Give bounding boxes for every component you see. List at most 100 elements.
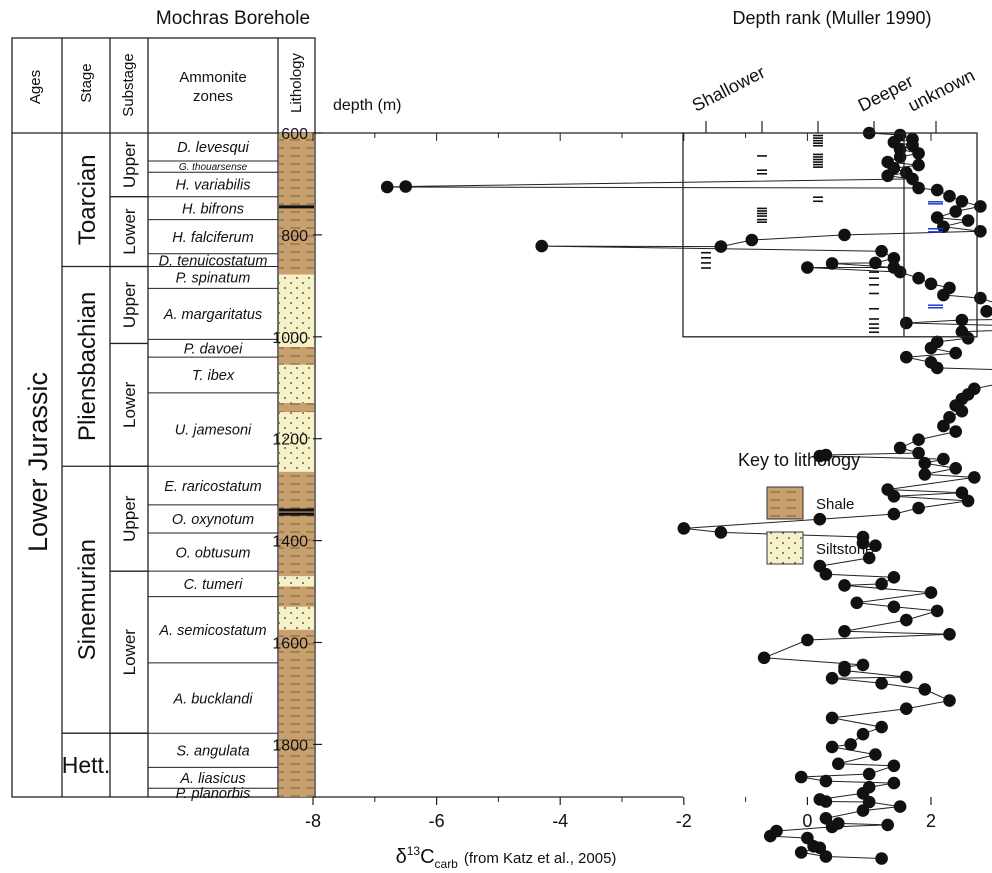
- substage-label: Upper: [120, 495, 139, 542]
- data-point: [955, 404, 969, 418]
- data-point: [801, 261, 814, 274]
- data-point: [875, 677, 888, 690]
- zone-label: H. falciferum: [172, 230, 253, 246]
- x-tick-label: -4: [552, 811, 568, 831]
- substage-label: Lower: [120, 381, 139, 428]
- data-point: [900, 702, 913, 715]
- lithology-siltstone-interval: [279, 274, 314, 347]
- data-point: [918, 456, 932, 470]
- data-point: [943, 694, 956, 707]
- rank-label-unknown: unknown: [905, 65, 978, 116]
- data-point: [887, 600, 901, 614]
- data-point: [924, 586, 938, 599]
- key-siltstone-swatch: [766, 531, 804, 565]
- data-point: [937, 220, 950, 233]
- data-point: [399, 180, 413, 193]
- data-point: [887, 571, 901, 584]
- data-point: [825, 671, 839, 685]
- substage-column: Upper Lower Upper Lower Upper Lower: [110, 141, 148, 734]
- data-point: [937, 288, 950, 302]
- lithology-band: [279, 512, 314, 516]
- zone-label: S. angulata: [176, 743, 249, 759]
- data-point: [794, 846, 808, 859]
- data-point: [875, 577, 888, 591]
- header-lithology: Lithology: [288, 52, 305, 113]
- series-line: [387, 132, 992, 859]
- header-zones: Ammonite zones: [179, 69, 247, 105]
- stage-label: Sinemurian: [74, 539, 101, 660]
- zone-label: O. oxynotum: [172, 512, 254, 528]
- data-point: [887, 759, 901, 773]
- data-point: [887, 251, 901, 265]
- data-point: [825, 820, 839, 834]
- data-point: [912, 147, 925, 160]
- zone-label: D. levesqui: [177, 140, 250, 156]
- rank-label-deeper: Deeper: [855, 71, 917, 116]
- data-point: [949, 346, 962, 360]
- depth-rank-frame: [682, 132, 978, 338]
- data-point: [887, 490, 901, 503]
- zone-label: U. jamesoni: [175, 423, 252, 439]
- data-point: [714, 526, 728, 539]
- data-point: [912, 181, 925, 195]
- zone-label: P. davoei: [184, 341, 243, 357]
- data-point: [380, 180, 394, 194]
- data-point: [832, 757, 845, 771]
- data-point: [900, 670, 913, 684]
- depth-rank-title: Depth rank (Muller 1990): [732, 8, 931, 28]
- data-point: [764, 829, 777, 843]
- zone-label: A. margaritatus: [163, 307, 262, 323]
- zone-label: H. bifrons: [182, 201, 244, 217]
- data-point: [813, 449, 827, 463]
- data-point: [819, 567, 833, 581]
- zone-label: D. tenuicostatum: [159, 253, 268, 269]
- key-shale-label: Shale: [816, 496, 854, 513]
- y-tick-label: 600: [281, 126, 308, 143]
- y-tick-label: 1600: [272, 636, 308, 653]
- data-point: [893, 441, 907, 455]
- lithology-band: [279, 205, 314, 209]
- data-point: [535, 239, 548, 253]
- data-point: [968, 471, 981, 484]
- data-point: [856, 804, 870, 817]
- y-tick-label: 800: [281, 228, 308, 245]
- zone-label: E. raricostatum: [164, 479, 262, 495]
- header-ages: Ages: [27, 70, 44, 104]
- key-shale-swatch: [766, 486, 804, 520]
- lithology-key: Key to lithology Shale Siltstone: [738, 450, 874, 565]
- data-point: [974, 200, 987, 213]
- stage-label: Pliensbachian: [74, 292, 101, 441]
- data-point: [825, 740, 839, 754]
- lithology-siltstone-interval: [279, 576, 314, 587]
- data-point: [819, 850, 833, 863]
- data-point: [943, 628, 956, 641]
- data-point: [949, 425, 962, 438]
- data-point: [900, 350, 913, 364]
- plot-series: [380, 126, 992, 865]
- data-point: [949, 462, 962, 475]
- substage-label: Upper: [120, 141, 139, 188]
- data-point: [856, 727, 870, 741]
- lithology-siltstone-interval: [279, 412, 314, 472]
- lithology-shale-interval: [279, 471, 314, 577]
- header-substage: Substage: [120, 53, 137, 116]
- lithology-shale-interval: [279, 403, 314, 413]
- data-point: [906, 172, 919, 186]
- data-point: [912, 446, 925, 460]
- data-point: [838, 664, 851, 677]
- data-point: [819, 774, 833, 788]
- data-point: [825, 257, 839, 270]
- zone-label: C. tumeri: [184, 577, 244, 593]
- lithology-shale-interval: [279, 629, 314, 797]
- stage-column: Toarcian Pliensbachian Sinemurian Hett.: [62, 154, 148, 778]
- data-point: [955, 195, 969, 208]
- data-point: [757, 651, 771, 665]
- data-point: [930, 183, 944, 197]
- data-point: [893, 150, 907, 164]
- data-point: [869, 539, 882, 552]
- zone-label: G. thouarsense: [179, 162, 248, 173]
- data-point: [794, 770, 808, 784]
- y-tick-label: 1400: [272, 534, 308, 551]
